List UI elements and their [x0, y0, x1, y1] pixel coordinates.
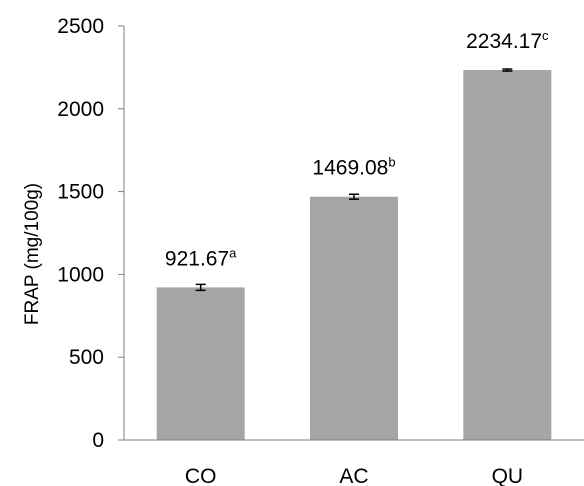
bar-qu	[463, 70, 552, 440]
error-bar-qu	[502, 68, 513, 72]
y-tick-label: 0	[92, 429, 104, 452]
y-axis-label: FRAP (mg/100g)	[22, 183, 43, 325]
bar-co	[156, 287, 245, 440]
y-tick-label: 1000	[57, 263, 104, 286]
bar-ac	[310, 196, 398, 440]
significance-letter: c	[542, 28, 549, 43]
data-labels-group: 921.67a 1469.08b 2234.17c	[165, 28, 549, 270]
y-tick-label: 2500	[57, 15, 104, 38]
x-axis-categories: CO AC QU	[185, 465, 523, 486]
y-tick-label: 500	[69, 346, 104, 369]
error-bar-co	[195, 283, 206, 292]
data-label-qu: 2234.17c	[466, 28, 549, 53]
significance-letter: a	[229, 245, 237, 260]
x-category-label-co: CO	[185, 465, 217, 486]
y-tick-label: 1500	[57, 181, 104, 204]
x-category-label-qu: QU	[492, 465, 524, 486]
error-bar-ac	[349, 193, 359, 200]
significance-letter: b	[388, 155, 395, 170]
bars-group	[156, 70, 552, 440]
data-label-co: 921.67a	[165, 245, 237, 270]
x-category-label-ac: AC	[339, 465, 368, 486]
error-bars-group	[195, 68, 513, 292]
data-label-ac: 1469.08b	[312, 155, 395, 180]
y-axis-ticks: 0 500 1000 1500 2000 2500	[57, 15, 124, 452]
y-tick-label: 2000	[57, 98, 104, 121]
